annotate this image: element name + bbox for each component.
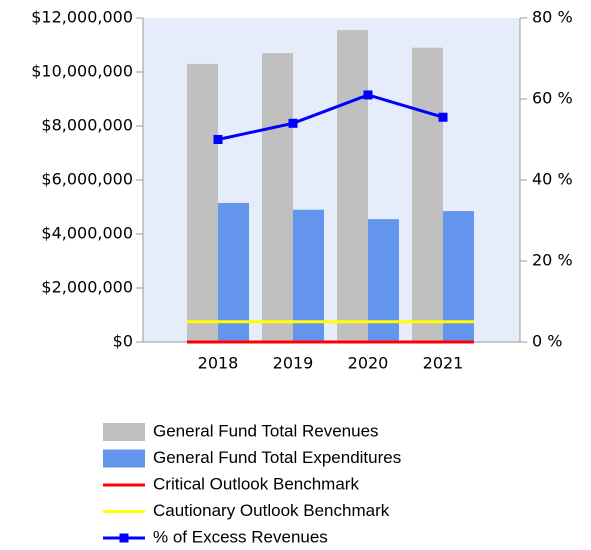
y2-tick-label: 80 % [532, 8, 573, 27]
y2-tick-label: 40 % [532, 170, 573, 189]
y-tick-label: $8,000,000 [41, 116, 133, 135]
x-tick-label: 2021 [423, 354, 464, 373]
bar [262, 53, 293, 342]
marker [363, 90, 373, 100]
y2-tick-label: 0 % [532, 332, 562, 351]
bar [412, 47, 443, 342]
y2-tick-label: 20 % [532, 251, 573, 270]
legend-label: General Fund Total Revenues [153, 421, 379, 440]
x-tick-label: 2018 [198, 354, 239, 373]
marker [288, 118, 298, 128]
bar [293, 209, 324, 342]
y2-tick-label: 60 % [532, 89, 573, 108]
bar [337, 30, 368, 343]
y-tick-label: $10,000,000 [31, 62, 133, 81]
legend-label: General Fund Total Expenditures [153, 448, 401, 467]
bar [218, 202, 249, 342]
legend-label: % of Excess Revenues [153, 527, 328, 546]
line [217, 93, 444, 141]
bar [368, 219, 399, 342]
legend-swatch [103, 449, 145, 468]
y-tick-label: $6,000,000 [41, 170, 133, 189]
legend-marker [119, 533, 129, 543]
marker [438, 112, 448, 122]
marker [213, 135, 223, 144]
y-tick-label: $4,000,000 [41, 224, 133, 243]
y-tick-label: $2,000,000 [41, 278, 133, 297]
x-tick-label: 2020 [348, 354, 389, 373]
y-tick-label: $12,000,000 [31, 8, 133, 27]
bar [443, 211, 474, 342]
legend-label: Critical Outlook Benchmark [153, 474, 359, 493]
x-tick-label: 2019 [273, 354, 314, 373]
bar [187, 63, 218, 343]
y-tick-label: $0 [113, 332, 133, 351]
legend-swatch [103, 423, 145, 441]
legend-label: Cautionary Outlook Benchmark [153, 501, 390, 520]
